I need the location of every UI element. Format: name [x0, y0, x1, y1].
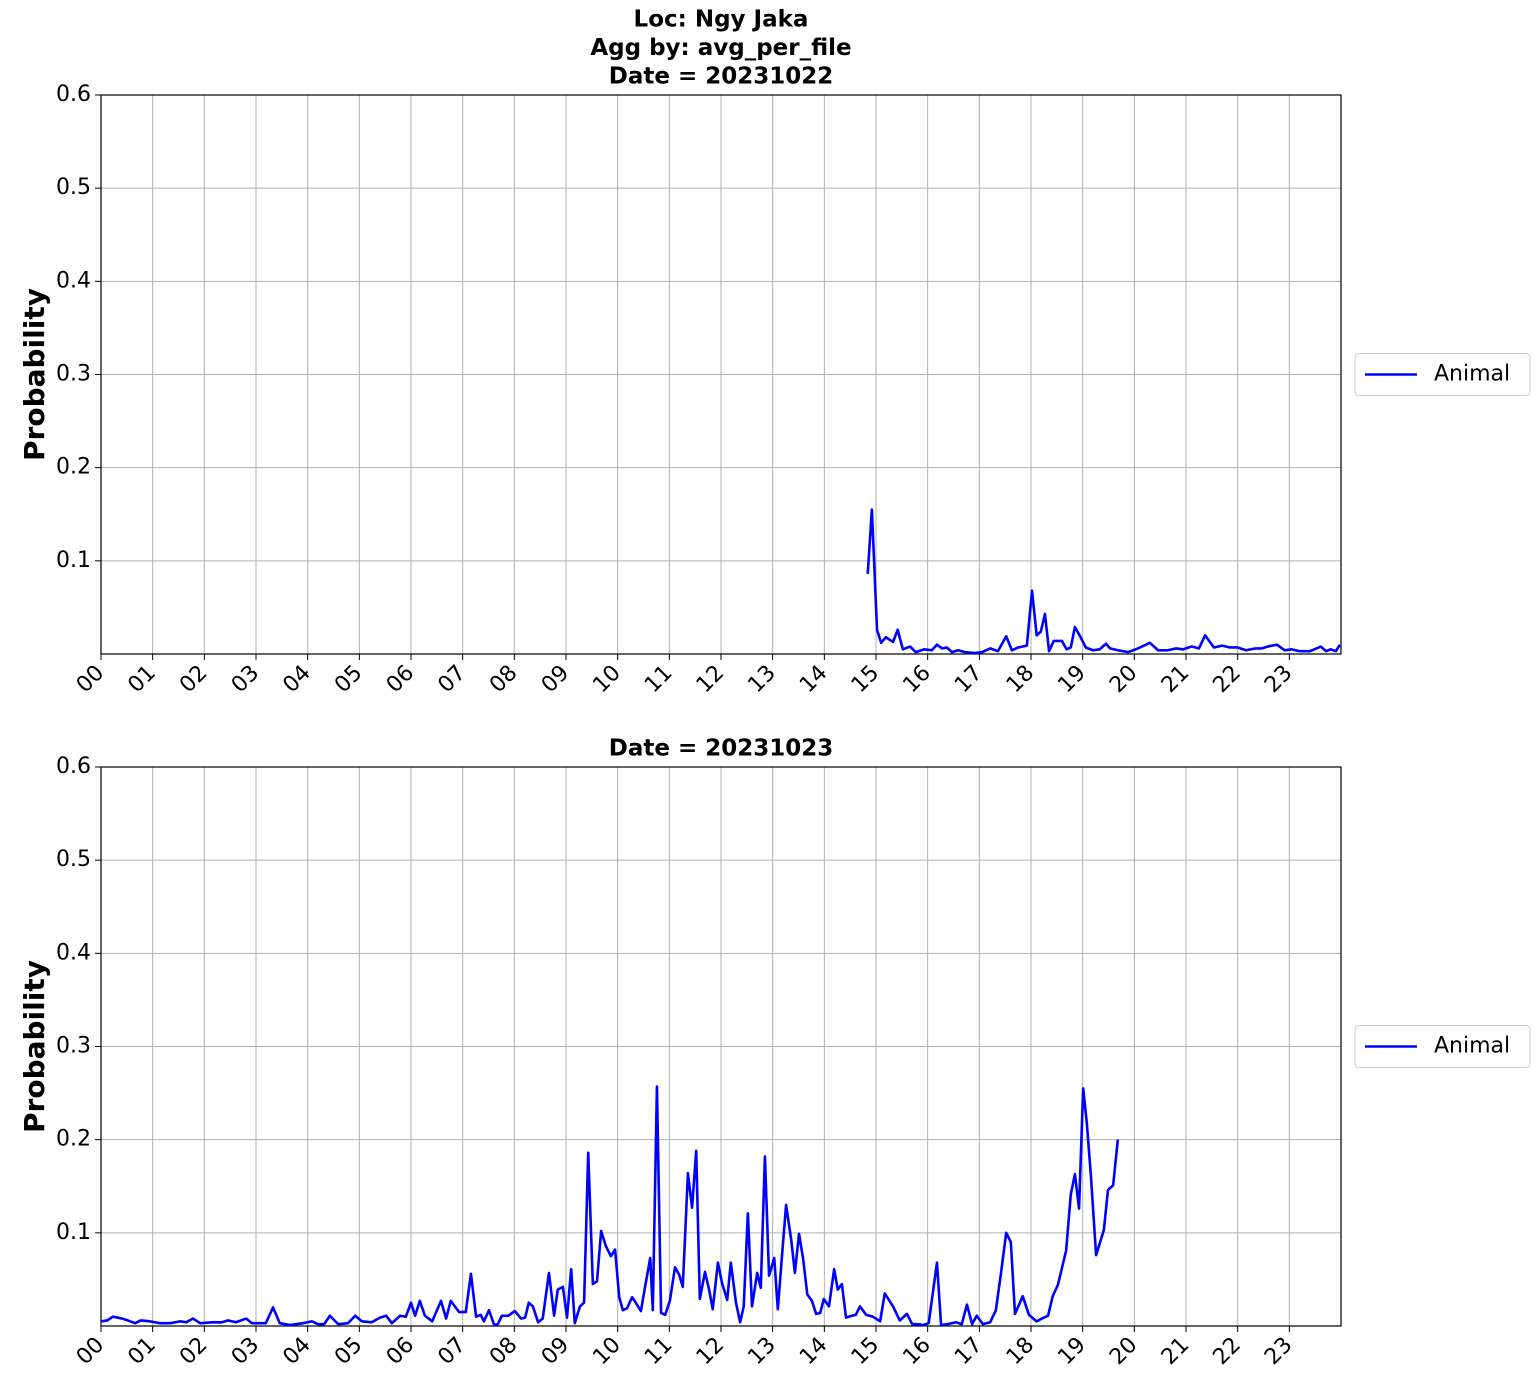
chart-title: Agg by: avg_per_file — [590, 35, 851, 61]
y-tick-label: 0.5 — [56, 175, 91, 200]
legend-box — [1354, 1025, 1531, 1068]
x-tick-label: 10 — [588, 661, 625, 698]
x-tick-label: 08 — [485, 661, 522, 698]
axes-frame — [100, 766, 1342, 1327]
x-tick-label: 14 — [795, 1333, 832, 1370]
x-tick-label: 02 — [175, 1333, 212, 1370]
x-tick-label: 20 — [1105, 1333, 1142, 1370]
x-tick-label: 17 — [950, 661, 987, 698]
x-tick-label: 06 — [382, 1333, 419, 1370]
legend-label: Animal — [1434, 1034, 1510, 1059]
x-tick-label: 08 — [485, 1333, 522, 1370]
x-tick-label: 13 — [743, 661, 780, 698]
x-tick-label: 01 — [123, 1333, 160, 1370]
y-tick-label: 0.1 — [56, 1220, 91, 1245]
legend-box — [1354, 353, 1531, 396]
x-tick-label: 12 — [692, 661, 729, 698]
y-tick-label: 0.6 — [56, 754, 91, 779]
x-tick-label: 07 — [433, 661, 470, 698]
y-axis-label: Probability — [18, 288, 51, 461]
x-tick-label: 05 — [330, 1333, 367, 1370]
y-tick-label: 0.6 — [56, 82, 91, 107]
chart-title: Date = 20231022 — [609, 64, 834, 90]
x-tick-label: 00 — [72, 661, 109, 698]
x-tick-label: 09 — [537, 661, 574, 698]
x-tick-label: 01 — [123, 661, 160, 698]
y-tick-label: 0.5 — [56, 847, 91, 872]
x-tick-label: 19 — [1053, 1333, 1090, 1370]
y-tick-label: 0.2 — [56, 455, 91, 480]
x-tick-label: 14 — [795, 661, 832, 698]
x-tick-label: 20 — [1105, 661, 1142, 698]
x-tick-label: 23 — [1260, 661, 1297, 698]
x-tick-label: 05 — [330, 661, 367, 698]
x-tick-label: 17 — [950, 1333, 987, 1370]
x-tick-label: 21 — [1157, 1333, 1194, 1370]
y-tick-label: 0.3 — [56, 1034, 91, 1059]
y-tick-label: 0.1 — [56, 548, 91, 573]
x-tick-label: 18 — [1002, 661, 1039, 698]
x-tick-label: 15 — [847, 1333, 884, 1370]
x-tick-label: 22 — [1208, 661, 1245, 698]
axes-frame — [100, 94, 1342, 655]
y-tick-label: 0.4 — [56, 940, 91, 965]
y-tick-label: 0.3 — [56, 362, 91, 387]
x-tick-label: 18 — [1002, 1333, 1039, 1370]
x-tick-label: 22 — [1208, 1333, 1245, 1370]
x-tick-label: 03 — [227, 661, 264, 698]
x-tick-label: 02 — [175, 661, 212, 698]
x-tick-label: 09 — [537, 1333, 574, 1370]
x-tick-label: 06 — [382, 661, 419, 698]
chart-title: Loc: Ngy Jaka — [634, 7, 809, 33]
chart-title: Date = 20231023 — [609, 736, 834, 762]
x-tick-label: 03 — [227, 1333, 264, 1370]
x-tick-label: 21 — [1157, 661, 1194, 698]
x-tick-label: 13 — [743, 1333, 780, 1370]
x-tick-label: 07 — [433, 1333, 470, 1370]
x-tick-label: 10 — [588, 1333, 625, 1370]
y-tick-label: 0.4 — [56, 268, 91, 293]
x-tick-label: 00 — [72, 1333, 109, 1370]
legend-label: Animal — [1434, 362, 1510, 387]
data-line — [100, 1085, 1120, 1327]
x-tick-label: 16 — [898, 661, 935, 698]
x-tick-label: 23 — [1260, 1333, 1297, 1370]
x-tick-label: 16 — [898, 1333, 935, 1370]
data-line — [866, 508, 1342, 655]
x-tick-label: 04 — [278, 661, 315, 698]
y-tick-label: 0.2 — [56, 1127, 91, 1152]
x-tick-label: 11 — [640, 661, 677, 698]
y-axis-label: Probability — [18, 960, 51, 1133]
x-tick-label: 15 — [847, 661, 884, 698]
x-tick-label: 04 — [278, 1333, 315, 1370]
subplot: Date = 20231023 0.1 0.2 0.3 0.4 0.5 0.6 00 01 02 0… — [18, 736, 1531, 1370]
x-tick-label: 19 — [1053, 661, 1090, 698]
x-tick-label: 11 — [640, 1333, 677, 1370]
x-tick-label: 12 — [692, 1333, 729, 1370]
